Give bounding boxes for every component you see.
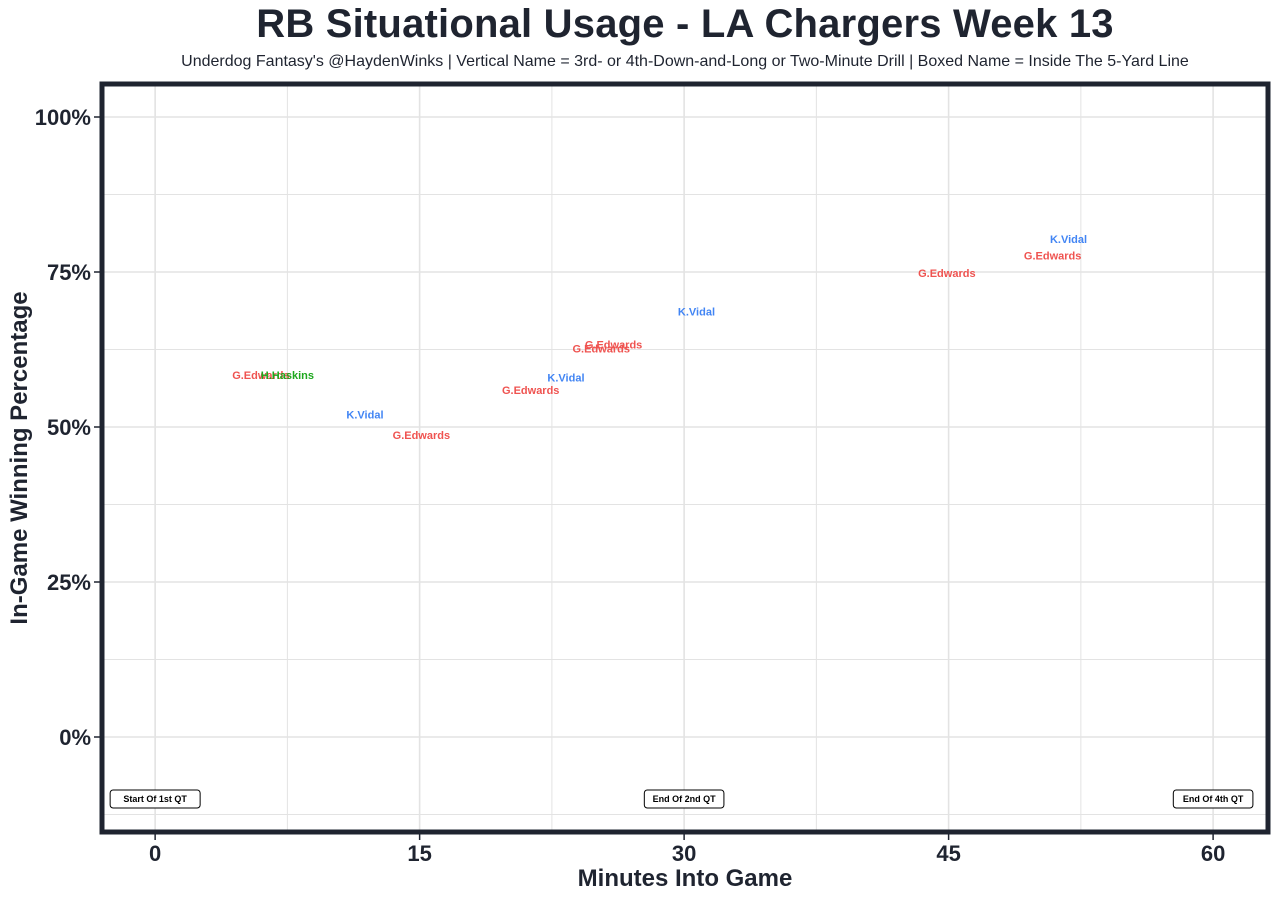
data-point-label: G.Edwards — [393, 430, 450, 442]
x-tick-label: 0 — [149, 841, 161, 866]
data-point-label: G.Edwards — [1024, 250, 1081, 262]
data-point-label: K.Vidal — [547, 372, 584, 384]
x-tick-label: 45 — [936, 841, 960, 866]
x-tick-label: 60 — [1201, 841, 1225, 866]
data-point-label: H.Haskins — [261, 370, 314, 382]
x-tick-label: 30 — [672, 841, 696, 866]
y-tick-label: 0% — [59, 725, 91, 750]
y-axis-title: In-Game Winning Percentage — [6, 291, 33, 624]
chart-subtitle: Underdog Fantasy's @HaydenWinks | Vertic… — [181, 53, 1189, 70]
annotation-label: End Of 4th QT — [1183, 794, 1244, 804]
quarter-annotations: Start Of 1st QT End Of 2nd QT End Of 4th Q… — [109, 789, 1254, 809]
x-tick-label: 15 — [407, 841, 431, 866]
data-point-label: G.Edwards — [918, 268, 975, 280]
y-tick-label: 100% — [35, 105, 91, 130]
x-axis-title: Minutes Into Game — [578, 865, 793, 892]
annotation-box — [643, 789, 725, 809]
y-tick-label: 75% — [47, 260, 91, 285]
y-tick-label: 25% — [47, 570, 91, 595]
grid-lines — [104, 86, 1266, 830]
data-point-label: G.Edwards — [232, 370, 289, 382]
chart-title: RB Situational Usage - LA Chargers Week … — [256, 2, 1114, 46]
data-point-label: K.Vidal — [678, 307, 715, 319]
data-point-label: K.Vidal — [1050, 234, 1087, 246]
annotation-box — [1172, 789, 1254, 809]
plot-frame — [99, 81, 1271, 835]
data-point-label: G.Edwards — [573, 343, 630, 355]
annotation-label: End Of 2nd QT — [653, 794, 716, 804]
data-point-label: G.Edwards — [585, 340, 642, 352]
data-point-label: K.Vidal — [346, 410, 383, 422]
data-labels: G.EdwardsH.HaskinsK.VidalG.EdwardsG.Edwa… — [232, 234, 1087, 442]
data-point-label: G.Edwards — [502, 385, 559, 397]
annotation-box — [109, 789, 201, 809]
y-tick-label: 50% — [47, 415, 91, 440]
annotation-label: Start Of 1st QT — [123, 794, 187, 804]
axis-ticks: 0 15 30 45 60 0% 25% 50% 75% 100% — [35, 105, 1226, 866]
